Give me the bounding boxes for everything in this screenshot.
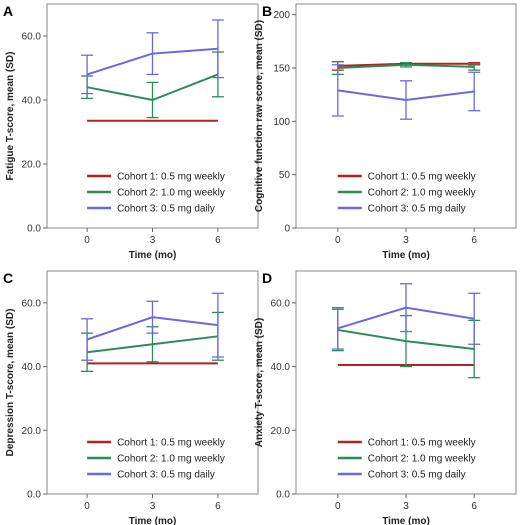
legend-entry: Cohort 1: 0.5 mg weekly <box>87 172 225 183</box>
y-tick-label: 100 <box>273 117 290 128</box>
legend: Cohort 1: 0.5 mg weekly Cohort 2: 1.0 mg … <box>87 438 225 481</box>
y-tick-label: 20.0 <box>271 426 291 437</box>
error-bar <box>146 32 159 76</box>
legend-label: Cohort 1: 0.5 mg weekly <box>368 172 476 183</box>
error-bar <box>468 71 481 112</box>
panel-a-fatigue-chart: A 0.0 20.0 40.0 60.0 0 3 6 Time (mo) Fatigue T-sc… <box>3 3 259 261</box>
y-axis-title: Depression T-score, mean (SD) <box>5 309 16 457</box>
error-bar <box>211 292 224 358</box>
legend-label: Cohort 2: 1.0 mg weekly <box>368 454 476 465</box>
y-tick-label: 0 <box>284 224 290 235</box>
series-cohort-3 <box>81 19 224 95</box>
x-tick-label: 0 <box>84 501 90 512</box>
legend-entry: Cohort 3: 0.5 mg daily <box>337 204 466 215</box>
x-tick-label: 3 <box>150 501 156 512</box>
panel-letter: A <box>3 3 13 19</box>
error-bar <box>468 63 481 71</box>
y-tick-label: 50 <box>279 170 291 181</box>
error-bar <box>468 292 481 345</box>
legend-label: Cohort 2: 1.0 mg weekly <box>117 188 225 199</box>
legend-label: Cohort 1: 0.5 mg weekly <box>117 438 225 449</box>
legend-label: Cohort 1: 0.5 mg weekly <box>368 438 476 449</box>
x-tick-label: 6 <box>471 235 477 246</box>
panel-b-cognitive-chart: B 0 50 100 150 200 0 3 6 Time (mo) Cognitive funct… <box>254 3 517 261</box>
legend-label: Cohort 3: 0.5 mg daily <box>117 470 215 481</box>
series-cohort-3 <box>331 64 481 120</box>
y-tick-label: 60.0 <box>22 32 42 43</box>
error-bar <box>81 54 94 95</box>
x-tick-label: 0 <box>84 235 90 246</box>
y-axis-title: Fatigue T-score, mean (SD) <box>5 52 16 181</box>
legend-label: Cohort 3: 0.5 mg daily <box>117 204 215 215</box>
error-bar <box>211 19 224 79</box>
y-tick-label: 20.0 <box>22 160 42 171</box>
x-axis-title: Time (mo) <box>382 250 430 261</box>
legend: Cohort 1: 0.5 mg weekly Cohort 2: 1.0 mg … <box>337 172 476 215</box>
legend-entry: Cohort 1: 0.5 mg weekly <box>337 172 476 183</box>
error-bar <box>331 306 344 350</box>
x-axis-title: Time (mo) <box>129 516 177 525</box>
legend-entry: Cohort 3: 0.5 mg daily <box>87 204 215 215</box>
y-tick-label: 40.0 <box>271 362 291 373</box>
legend-label: Cohort 2: 1.0 mg weekly <box>117 454 225 465</box>
legend-entry: Cohort 1: 0.5 mg weekly <box>337 438 476 449</box>
x-tick-label: 6 <box>215 235 221 246</box>
panel-d-anxiety-chart: D 0.0 20.0 40.0 60.0 0 3 6 Time (mo) Anxiety T-sc… <box>254 270 517 525</box>
x-tick-label: 6 <box>215 501 221 512</box>
legend-label: Cohort 3: 0.5 mg daily <box>368 470 466 481</box>
x-tick-label: 3 <box>403 235 409 246</box>
y-tick-label: 60.0 <box>271 298 291 309</box>
panel-c-depression-chart: C 0.0 20.0 40.0 60.0 0 3 6 Time (mo) Depression T… <box>3 270 259 525</box>
x-tick-label: 0 <box>335 501 341 512</box>
error-bar <box>331 64 344 117</box>
legend: Cohort 1: 0.5 mg weekly Cohort 2: 1.0 mg … <box>337 438 476 481</box>
legend-label: Cohort 1: 0.5 mg weekly <box>117 172 225 183</box>
legend-entry: Cohort 1: 0.5 mg weekly <box>87 438 225 449</box>
legend-label: Cohort 3: 0.5 mg daily <box>368 204 466 215</box>
x-tick-label: 3 <box>150 235 156 246</box>
x-axis-title: Time (mo) <box>129 250 177 261</box>
panel-letter: C <box>3 270 13 286</box>
error-bar <box>400 283 412 333</box>
error-bar <box>400 80 412 120</box>
legend-label: Cohort 2: 1.0 mg weekly <box>368 188 476 199</box>
legend-entry: Cohort 2: 1.0 mg weekly <box>337 454 476 465</box>
y-tick-label: 60.0 <box>22 298 42 309</box>
legend-entry: Cohort 3: 0.5 mg daily <box>337 470 466 481</box>
x-tick-label: 3 <box>403 501 409 512</box>
y-axis-title: Anxiety T-score, mean (SD) <box>254 318 265 447</box>
legend-entry: Cohort 2: 1.0 mg weekly <box>337 188 476 199</box>
y-tick-label: 200 <box>273 10 290 21</box>
x-tick-label: 0 <box>335 235 341 246</box>
legend-entry: Cohort 2: 1.0 mg weekly <box>87 188 225 199</box>
legend: Cohort 1: 0.5 mg weekly Cohort 2: 1.0 mg … <box>87 172 225 215</box>
y-tick-label: 40.0 <box>22 362 42 373</box>
error-bar <box>146 81 159 119</box>
y-tick-label: 40.0 <box>22 96 42 107</box>
error-bar <box>146 300 159 334</box>
error-bar <box>400 62 412 68</box>
panel-letter: D <box>262 270 272 286</box>
y-tick-label: 20.0 <box>22 426 42 437</box>
y-tick-label: 0.0 <box>27 490 41 501</box>
x-tick-label: 6 <box>471 501 477 512</box>
error-bar <box>81 318 94 361</box>
y-tick-label: 0.0 <box>276 490 290 501</box>
y-axis-title: Cognitive function raw score, mean (SD) <box>254 20 265 212</box>
series-cohort-3 <box>331 283 481 350</box>
series-cohort-3 <box>81 292 224 361</box>
y-tick-label: 0.0 <box>27 224 41 235</box>
y-tick-label: 150 <box>273 64 290 75</box>
legend-entry: Cohort 2: 1.0 mg weekly <box>87 454 225 465</box>
legend-entry: Cohort 3: 0.5 mg daily <box>87 470 215 481</box>
x-axis-title: Time (mo) <box>382 516 430 525</box>
panel-letter: B <box>262 3 272 19</box>
